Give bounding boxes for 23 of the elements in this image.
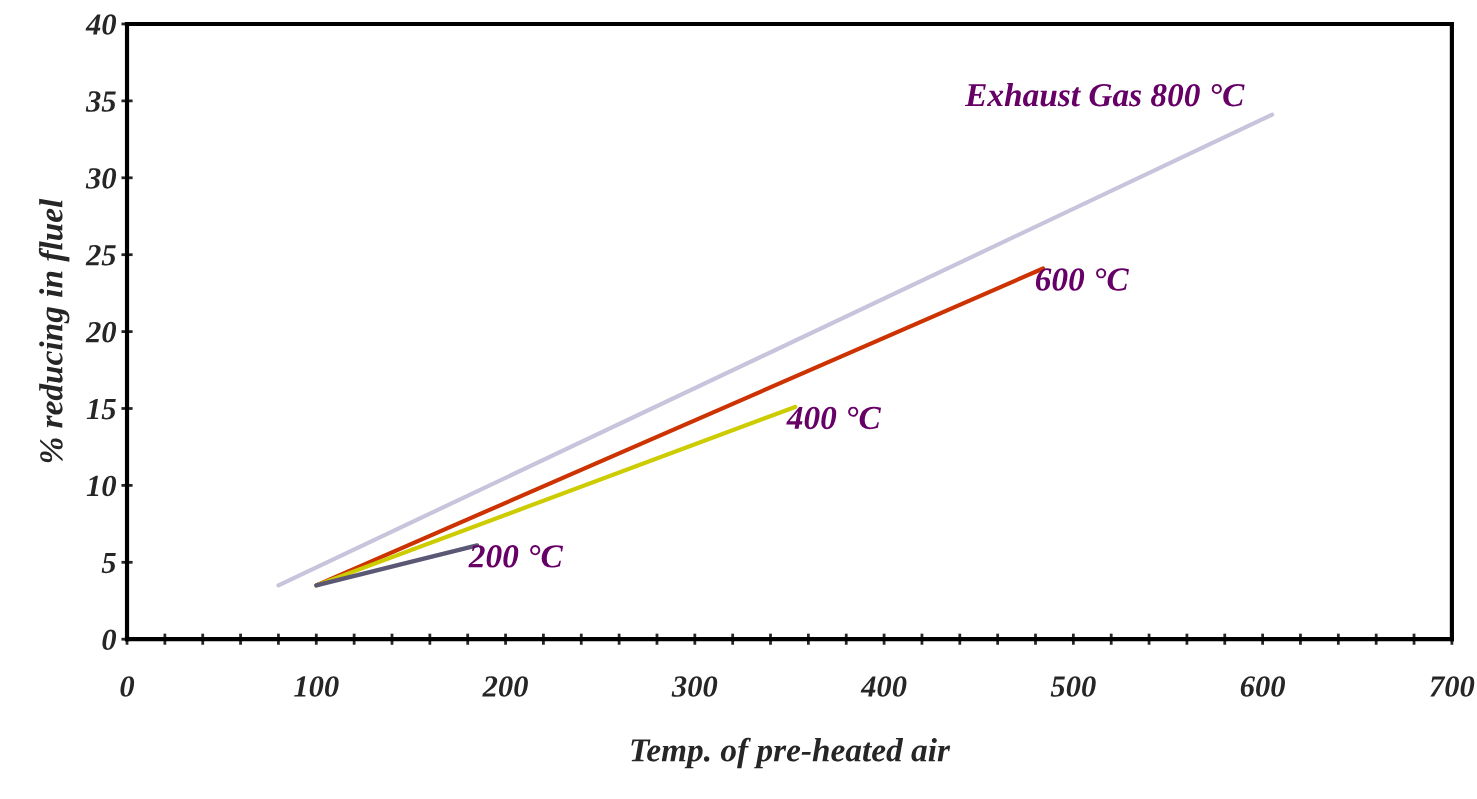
y-tick-label: 15 (86, 398, 116, 420)
y-tick-label: 0 (102, 629, 117, 651)
x-tick-label: 700 (1430, 676, 1475, 697)
series-label: 600 °C (1035, 268, 1129, 291)
x-tick-label: 500 (1050, 676, 1096, 697)
y-tick-label: 10 (86, 475, 117, 497)
x-tick-label: 200 (482, 676, 528, 697)
y-tick-label: 35 (85, 91, 116, 112)
series-label: Exhaust Gas 800 °C (964, 82, 1245, 107)
y-tick-label: 25 (85, 245, 116, 266)
series-label: 200 °C (468, 545, 564, 568)
y-tick-label: 20 (85, 321, 117, 343)
x-tick-label: 100 (294, 676, 339, 697)
x-tick-label: 600 (1240, 676, 1286, 697)
x-tick-label: 300 (671, 676, 718, 697)
y-tick-label: 5 (101, 552, 116, 574)
x-tick-label: 400 (860, 676, 907, 697)
y-axis-title: % reducing in fluel (38, 198, 70, 463)
y-tick-label: 30 (85, 168, 117, 189)
y-tick-label: 40 (85, 14, 117, 35)
x-tick-label: 0 (120, 676, 135, 697)
series-label: 400 °C (786, 406, 882, 430)
x-axis-title: Temp. of pre-heated air (631, 737, 951, 769)
